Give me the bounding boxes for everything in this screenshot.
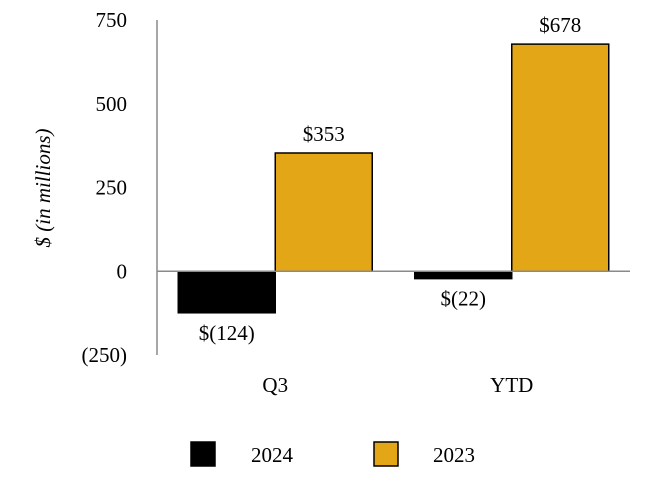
y-tick-label: 500 [96,92,128,116]
y-axis-label: $ (in millions) [31,128,55,247]
x-tick-label: Q3 [262,373,288,397]
x-tick-labels: Q3 YTD [262,373,533,397]
legend-label-2024: 2024 [251,443,294,467]
legend-swatch-2024 [190,441,216,467]
data-label: $(124) [199,321,255,345]
bar-2024-ytd [414,270,513,280]
y-tick-label: 750 [96,8,128,32]
y-tick-label: 250 [96,176,128,200]
legend: 2024 2023 [190,441,475,467]
data-labels: $(124) $353 $(22) $678 [199,13,582,345]
y-tick-label: 0 [117,259,128,283]
legend-swatch-2023 [373,441,399,467]
bar-2023-ytd [511,43,610,273]
x-tick-label: YTD [490,373,533,397]
y-tick-labels: 750 500 250 0 (250) [82,8,128,367]
bars-layer [177,43,610,314]
data-label: $678 [539,13,581,37]
legend-label-2023: 2023 [433,443,475,467]
y-tick-label: (250) [82,343,128,367]
data-label: $353 [303,122,345,146]
bar-2023-q3 [274,152,373,272]
bar-2024-q3 [177,270,276,314]
data-label: $(22) [441,287,487,311]
